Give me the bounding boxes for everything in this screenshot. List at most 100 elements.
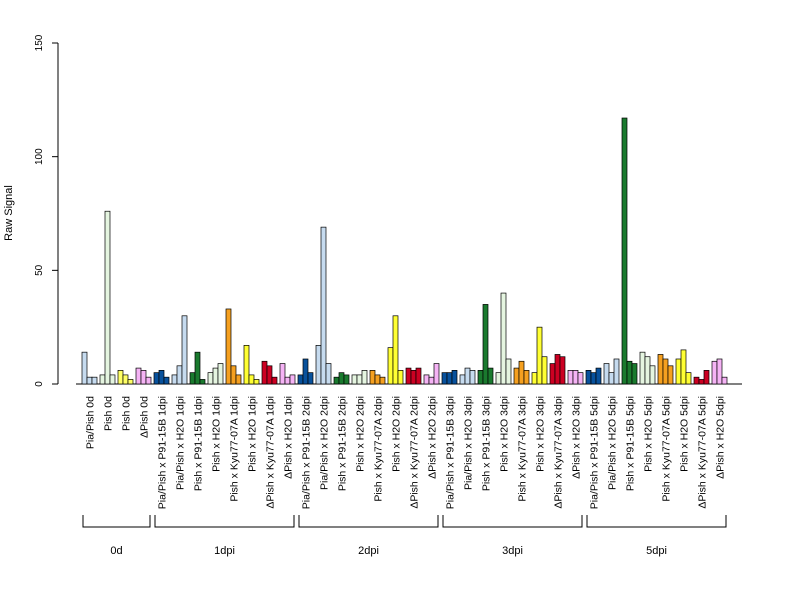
x-tick-label: Pish 0d bbox=[103, 396, 115, 431]
bar bbox=[711, 360, 718, 385]
x-tick-label: ΔPish x Kyu77-07A 1dpi bbox=[265, 396, 277, 509]
bar bbox=[428, 376, 435, 385]
bar-group bbox=[117, 370, 134, 385]
x-tick-labels: Pia/Pish 0d Pish 0d Pish 0d ΔPish 0d Pia/Pis… bbox=[85, 396, 727, 509]
bar-group bbox=[531, 326, 548, 385]
x-tick-label: ΔPish x H2O 5dpi bbox=[715, 396, 727, 479]
x-tick-label: Pia/Pish x H2O 5dpi bbox=[607, 396, 619, 490]
x-tick-label: Pia/Pish x P91-15B 1dpi bbox=[157, 396, 169, 509]
bar bbox=[703, 370, 710, 385]
x-tick-label: Pish x H2O 5dpi bbox=[643, 396, 655, 472]
bar bbox=[163, 376, 170, 385]
bar-group bbox=[603, 358, 620, 385]
group-brackets: 0d 1dpi 2dpi 3dpi 5dpi bbox=[82, 515, 727, 557]
bar bbox=[158, 370, 165, 385]
y-axis: 0 50 100 150 bbox=[34, 34, 59, 387]
bar bbox=[266, 365, 273, 385]
y-tick-label: 50 bbox=[34, 264, 45, 276]
bar bbox=[86, 376, 93, 385]
bar-group bbox=[315, 226, 332, 385]
x-tick-label: Pia/Pish x P91-15B 2dpi bbox=[301, 396, 313, 509]
bar bbox=[667, 365, 674, 385]
x-tick-label: Pia/Pish x P91-15B 3dpi bbox=[445, 396, 457, 509]
bar-group bbox=[333, 372, 350, 385]
bar bbox=[487, 367, 494, 385]
bar bbox=[446, 372, 453, 385]
x-tick-label: Pish x P91-15B 2dpi bbox=[337, 396, 349, 491]
bar bbox=[639, 351, 646, 385]
bar bbox=[397, 370, 404, 385]
bar bbox=[230, 365, 237, 385]
x-tick-label: Pia/Pish x H2O 3dpi bbox=[463, 396, 475, 490]
bar bbox=[451, 370, 458, 385]
x-tick-label: Pish x H2O 5dpi bbox=[679, 396, 691, 472]
bar bbox=[423, 374, 430, 385]
bar bbox=[153, 372, 160, 385]
bar bbox=[685, 372, 692, 385]
bar-group bbox=[135, 367, 152, 385]
bar-group bbox=[189, 351, 206, 385]
bar-group bbox=[243, 345, 260, 385]
bar bbox=[536, 326, 543, 385]
bar bbox=[721, 376, 728, 385]
bar bbox=[644, 356, 651, 385]
group-bracket bbox=[442, 515, 583, 528]
bar bbox=[567, 370, 574, 385]
bar bbox=[626, 360, 633, 385]
x-tick-label: Pish x H2O 1dpi bbox=[211, 396, 223, 472]
bar-group bbox=[459, 367, 476, 385]
group-bracket bbox=[82, 515, 151, 528]
bar bbox=[176, 365, 183, 385]
bar bbox=[541, 356, 548, 385]
bar bbox=[253, 379, 260, 385]
bar bbox=[315, 345, 322, 385]
bar bbox=[549, 363, 556, 385]
x-tick-label: Pish x Kyu77-07A 3dpi bbox=[517, 396, 529, 502]
bar bbox=[325, 363, 332, 385]
bar bbox=[279, 363, 286, 385]
bar bbox=[387, 347, 394, 385]
bar bbox=[361, 370, 368, 385]
bar bbox=[351, 374, 358, 385]
bar-group bbox=[621, 117, 638, 385]
bar bbox=[140, 370, 147, 385]
x-tick-label: ΔPish x H2O 3dpi bbox=[571, 396, 583, 479]
bar bbox=[572, 370, 579, 385]
bar-group bbox=[297, 358, 314, 385]
bar bbox=[631, 363, 638, 385]
bar bbox=[181, 315, 188, 385]
bar-group bbox=[423, 363, 440, 385]
bar bbox=[513, 367, 520, 385]
bar bbox=[657, 354, 664, 385]
bar bbox=[392, 315, 399, 385]
bar bbox=[649, 365, 656, 385]
x-tick-label: ΔPish 0d bbox=[139, 396, 151, 438]
bar bbox=[189, 372, 196, 385]
bar bbox=[271, 376, 278, 385]
bar-group bbox=[225, 308, 242, 385]
bar-group bbox=[351, 370, 368, 385]
x-tick-label: Pish x H2O 2dpi bbox=[355, 396, 367, 472]
bar bbox=[464, 367, 471, 385]
bar bbox=[307, 372, 314, 385]
bar bbox=[590, 372, 597, 385]
x-tick-label: Pish x H2O 1dpi bbox=[247, 396, 259, 472]
bar bbox=[505, 358, 512, 385]
bar bbox=[595, 367, 602, 385]
x-tick-label: Pish x Kyu77-07A 5dpi bbox=[661, 396, 673, 502]
bar-group bbox=[675, 349, 692, 385]
bar bbox=[284, 376, 291, 385]
bar-group bbox=[207, 363, 224, 385]
bar bbox=[482, 304, 489, 385]
bar bbox=[415, 367, 422, 385]
bar bbox=[117, 370, 124, 385]
group-bracket bbox=[298, 515, 439, 528]
x-tick-label: ΔPish x Kyu77-07A 3dpi bbox=[553, 396, 565, 509]
bar bbox=[559, 356, 566, 385]
bar-group bbox=[387, 315, 404, 385]
y-tick-label: 0 bbox=[34, 381, 45, 387]
bar bbox=[608, 372, 615, 385]
group-label: 2dpi bbox=[358, 545, 379, 557]
bar bbox=[405, 367, 412, 385]
x-tick-label: ΔPish x H2O 2dpi bbox=[427, 396, 439, 479]
